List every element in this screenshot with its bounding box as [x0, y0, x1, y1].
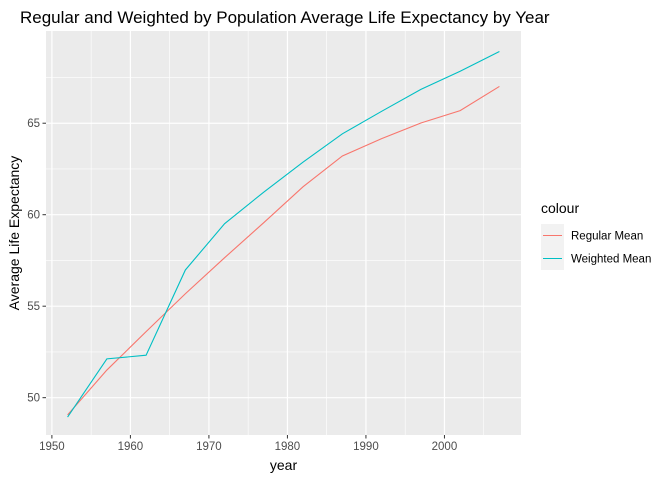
x-tick-label: 2000 [432, 441, 458, 453]
x-tick-label: 1960 [118, 441, 144, 453]
legend: colour Regular Mean Weighted Mean [541, 200, 651, 270]
x-tick-label: 1980 [275, 441, 301, 453]
series-line-regular-mean [67, 85, 500, 416]
x-tick-label: 1990 [353, 441, 379, 453]
series-line-weighted-mean [67, 50, 500, 418]
y-tick-label: 60 [27, 210, 40, 222]
x-tick-label: 1950 [39, 441, 65, 453]
major-gridlines [46, 31, 521, 435]
plot-panel [46, 31, 521, 435]
series-lines [67, 50, 500, 418]
y-tick-label: 55 [27, 301, 40, 313]
y-tick-label: 50 [27, 393, 40, 405]
x-axis: 1950 1960 1970 1980 1990 2000 [39, 435, 457, 453]
legend-label-regular-mean: Regular Mean [571, 231, 643, 243]
y-tick-label: 65 [27, 118, 40, 130]
x-tick-label: 1970 [196, 441, 222, 453]
chart-title: Regular and Weighted by Population Avera… [20, 8, 550, 27]
x-axis-title: year [270, 457, 298, 473]
legend-label-weighted-mean: Weighted Mean [571, 254, 651, 266]
y-axis: 50 55 60 65 [27, 118, 46, 405]
y-axis-title: Average Life Expectancy [6, 156, 22, 311]
legend-title: colour [541, 200, 579, 216]
